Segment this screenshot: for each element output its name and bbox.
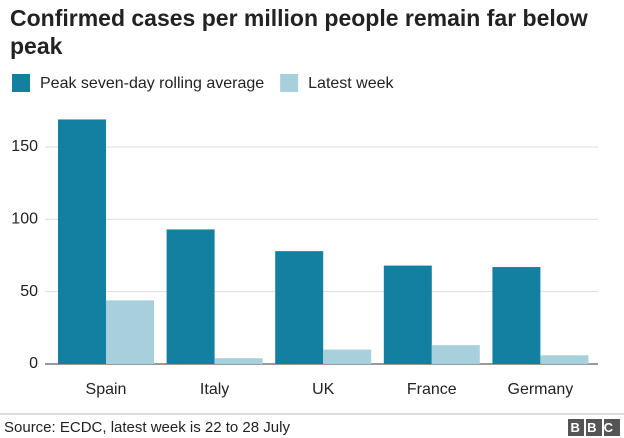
- x-tick-label: France: [407, 381, 457, 398]
- logo-box: [604, 419, 620, 436]
- bar: [431, 345, 480, 364]
- x-tick-label: UK: [312, 381, 335, 398]
- bar: [540, 355, 589, 364]
- bar: [106, 300, 154, 364]
- bar: [323, 349, 372, 364]
- bar: [214, 358, 263, 364]
- y-tick-label: 150: [11, 138, 38, 155]
- x-tick-label: Germany: [508, 381, 574, 398]
- legend-label: Peak seven-day rolling average: [40, 75, 264, 92]
- bar: [166, 229, 215, 364]
- legend-swatch: [280, 74, 299, 92]
- x-tick-label: Spain: [86, 381, 127, 398]
- bar: [275, 251, 324, 364]
- source: Source: ECDC, latest week is 22 to 28 Ju…: [4, 419, 290, 436]
- x-tick-label: Italy: [200, 381, 229, 398]
- y-tick-label: 100: [11, 211, 38, 228]
- legend-swatch: [12, 74, 30, 92]
- chart-title: Confirmed cases per million people remai…: [10, 5, 588, 59]
- y-tick-label: 50: [20, 283, 38, 300]
- logo: BBC: [571, 420, 621, 435]
- logo-box: [586, 419, 602, 436]
- legend-label: Latest week: [308, 75, 394, 92]
- logo-box: [568, 419, 584, 436]
- bar: [383, 265, 432, 364]
- y-tick-label: 0: [29, 355, 38, 372]
- bar: [492, 267, 541, 364]
- bar: [58, 119, 106, 365]
